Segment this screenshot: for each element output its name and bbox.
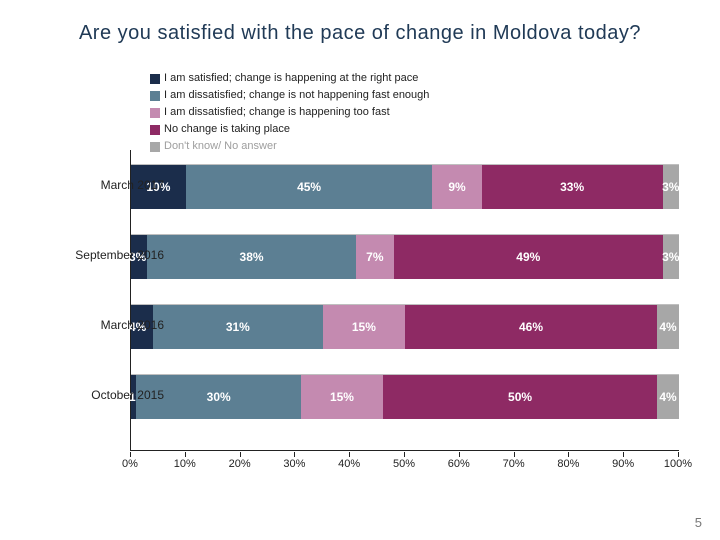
- x-tick-label: 30%: [283, 458, 305, 470]
- x-tick-mark: [459, 452, 460, 457]
- bar-row: 10%45%9%33%3%: [131, 164, 679, 209]
- legend: I am satisfied; change is happening at t…: [150, 70, 680, 155]
- x-tick-mark: [130, 452, 131, 457]
- legend-swatch: [150, 91, 160, 101]
- bar-value-label: 30%: [207, 390, 231, 404]
- bar-value-label: 4%: [659, 390, 676, 404]
- legend-item: I am dissatisfied; change is not happeni…: [150, 87, 429, 104]
- x-tick-mark: [678, 452, 679, 457]
- bar-row: 4%31%15%46%4%: [131, 304, 679, 349]
- category-label: October 2015: [54, 388, 164, 402]
- legend-label: I am satisfied; change is happening at t…: [164, 70, 418, 87]
- x-tick-label: 100%: [664, 458, 692, 470]
- category-label: March 2017: [54, 178, 164, 192]
- legend-label: I am dissatisfied; change is happening t…: [164, 104, 390, 121]
- bar-segment: 9%: [432, 165, 481, 209]
- x-tick-mark: [349, 452, 350, 457]
- x-tick-mark: [623, 452, 624, 457]
- bar-value-label: 9%: [448, 180, 465, 194]
- bar-row: 3%38%7%49%3%: [131, 234, 679, 279]
- bar-value-label: 33%: [560, 180, 584, 194]
- legend-swatch: [150, 108, 160, 118]
- bar-row: 1%30%15%50%4%: [131, 374, 679, 419]
- bar-value-label: 7%: [366, 250, 383, 264]
- chart-title: Are you satisfied with the pace of chang…: [0, 22, 720, 45]
- bar-segment: 33%: [482, 165, 663, 209]
- slide: Are you satisfied with the pace of chang…: [0, 0, 720, 540]
- bar-segment: 49%: [394, 235, 663, 279]
- x-tick-mark: [240, 452, 241, 457]
- x-tick-mark: [514, 452, 515, 457]
- bar-value-label: 31%: [226, 320, 250, 334]
- bar-segment: 3%: [663, 165, 679, 209]
- bar-value-label: 3%: [662, 180, 679, 194]
- bar-segment: 46%: [405, 305, 657, 349]
- bar-segment: 3%: [663, 235, 679, 279]
- bar-value-label: 50%: [508, 390, 532, 404]
- legend-item: I am satisfied; change is happening at t…: [150, 70, 429, 87]
- bar-segment: 50%: [383, 375, 657, 419]
- page-number: 5: [695, 515, 702, 530]
- x-tick-label: 60%: [448, 458, 470, 470]
- x-tick-mark: [185, 452, 186, 457]
- bar-value-label: 4%: [659, 320, 676, 334]
- bar-segment: 4%: [657, 375, 679, 419]
- x-axis: 0%10%20%30%40%50%60%70%80%90%100%: [130, 452, 678, 472]
- bar-value-label: 49%: [516, 250, 540, 264]
- legend-label: No change is taking place: [164, 121, 290, 138]
- bar-value-label: 46%: [519, 320, 543, 334]
- bar-value-label: 3%: [662, 250, 679, 264]
- category-label: March 2016: [54, 318, 164, 332]
- stacked-bar-chart: 10%45%9%33%3%3%38%7%49%3%4%31%15%46%4%1%…: [130, 150, 679, 451]
- bar-segment: 38%: [147, 235, 355, 279]
- x-tick-label: 0%: [122, 458, 138, 470]
- legend-label: I am dissatisfied; change is not happeni…: [164, 87, 429, 104]
- bar-segment: 7%: [356, 235, 394, 279]
- category-label: September 2016: [54, 248, 164, 262]
- legend-swatch: [150, 125, 160, 135]
- x-tick-label: 90%: [612, 458, 634, 470]
- bar-segment: 4%: [657, 305, 679, 349]
- x-tick-mark: [568, 452, 569, 457]
- bar-value-label: 15%: [330, 390, 354, 404]
- x-tick-label: 20%: [229, 458, 251, 470]
- bar-segment: 45%: [186, 165, 433, 209]
- x-tick-mark: [294, 452, 295, 457]
- legend-swatch: [150, 74, 160, 84]
- bar-value-label: 15%: [352, 320, 376, 334]
- x-tick-label: 70%: [503, 458, 525, 470]
- x-tick-label: 10%: [174, 458, 196, 470]
- x-tick-label: 40%: [338, 458, 360, 470]
- legend-item: I am dissatisfied; change is happening t…: [150, 104, 390, 121]
- legend-item: No change is taking place: [150, 121, 390, 138]
- bar-segment: 15%: [301, 375, 383, 419]
- x-tick-mark: [404, 452, 405, 457]
- x-tick-label: 50%: [393, 458, 415, 470]
- bar-segment: 15%: [323, 305, 405, 349]
- bar-value-label: 45%: [297, 180, 321, 194]
- x-tick-label: 80%: [557, 458, 579, 470]
- bar-value-label: 38%: [240, 250, 264, 264]
- bar-segment: 31%: [153, 305, 323, 349]
